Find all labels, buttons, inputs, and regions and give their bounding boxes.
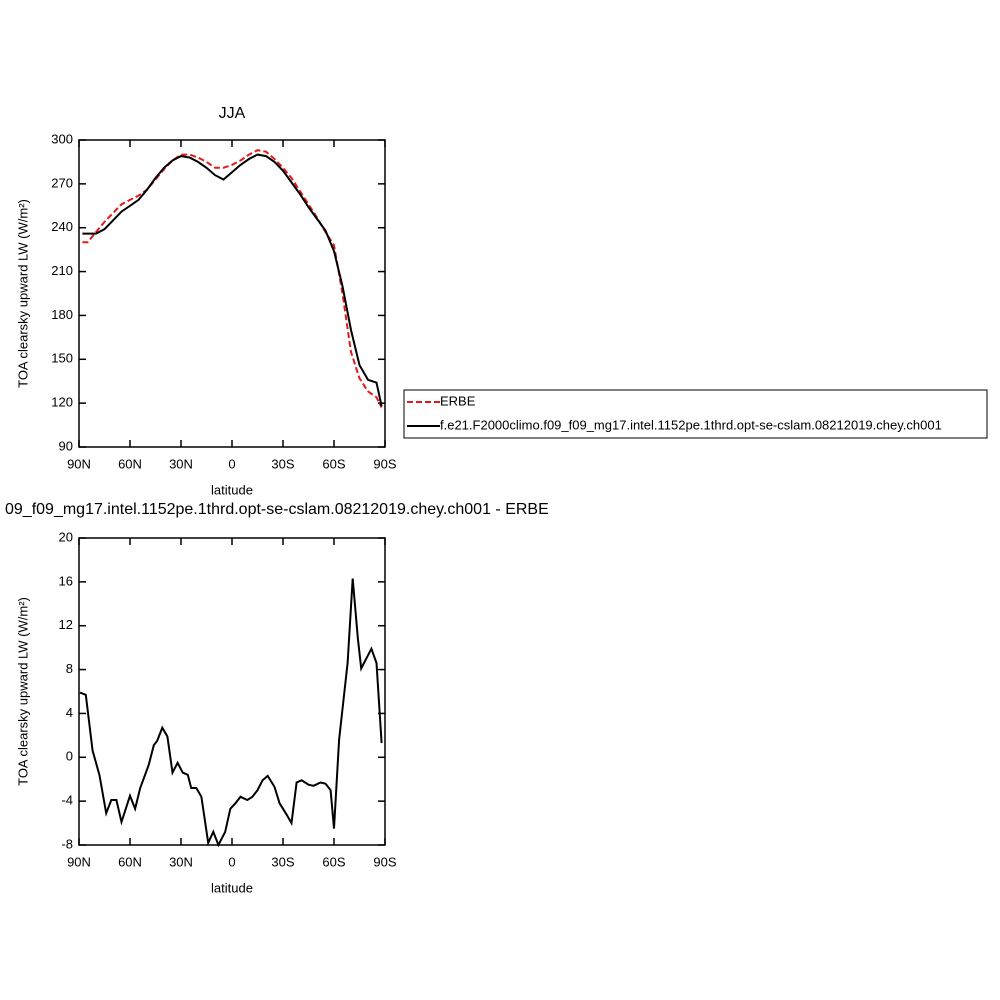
y-tick-label: 210 <box>51 263 73 278</box>
y-tick-label: 150 <box>51 351 73 366</box>
y-tick-label: 180 <box>51 307 73 322</box>
y-tick-label: 4 <box>66 705 73 720</box>
x-axis-label: latitude <box>211 482 253 497</box>
legend-label: ERBE <box>440 393 476 408</box>
y-tick-label: 90 <box>59 438 73 453</box>
y-tick-label: 16 <box>59 573 73 588</box>
x-tick-label: 0 <box>228 854 235 869</box>
y-axis-label: TOA clearsky upward LW (W/m²) <box>15 199 30 388</box>
x-tick-label: 60S <box>322 456 345 471</box>
y-tick-label: 8 <box>66 661 73 676</box>
x-tick-label: 60N <box>118 456 142 471</box>
series-line <box>79 578 383 848</box>
series-line <box>82 149 383 408</box>
legend-label: f.e21.F2000climo.f09_f09_mg17.intel.1152… <box>440 417 942 432</box>
x-tick-label: 90S <box>373 456 396 471</box>
y-axis-label: TOA clearsky upward LW (W/m²) <box>15 597 30 786</box>
y-tick-label: 270 <box>51 175 73 190</box>
x-tick-label: 0 <box>228 456 235 471</box>
legend-box <box>403 389 988 439</box>
y-tick-label: 120 <box>51 395 73 410</box>
x-tick-label: 90N <box>67 456 91 471</box>
y-tick-label: 300 <box>51 131 73 146</box>
y-tick-label: 240 <box>51 219 73 234</box>
y-tick-label: 20 <box>59 529 73 544</box>
y-tick-label: -4 <box>61 793 73 808</box>
chart-title: JJA <box>219 105 246 122</box>
x-tick-label: 30S <box>271 456 294 471</box>
x-axis-label: latitude <box>211 880 253 895</box>
x-tick-label: 30S <box>271 854 294 869</box>
x-tick-label: 30N <box>169 456 193 471</box>
plot-frame <box>78 139 386 448</box>
x-tick-label: 60N <box>118 854 142 869</box>
x-tick-label: 90N <box>67 854 91 869</box>
y-tick-label: 0 <box>66 749 73 764</box>
y-tick-label: -8 <box>61 836 73 851</box>
x-tick-label: 30N <box>169 854 193 869</box>
chart-title: 09_f09_mg17.intel.1152pe.1thrd.opt-se-cs… <box>5 501 549 518</box>
plot-frame <box>78 537 386 846</box>
x-tick-label: 60S <box>322 854 345 869</box>
x-tick-label: 90S <box>373 854 396 869</box>
y-tick-label: 12 <box>59 617 73 632</box>
series-line <box>82 153 383 407</box>
